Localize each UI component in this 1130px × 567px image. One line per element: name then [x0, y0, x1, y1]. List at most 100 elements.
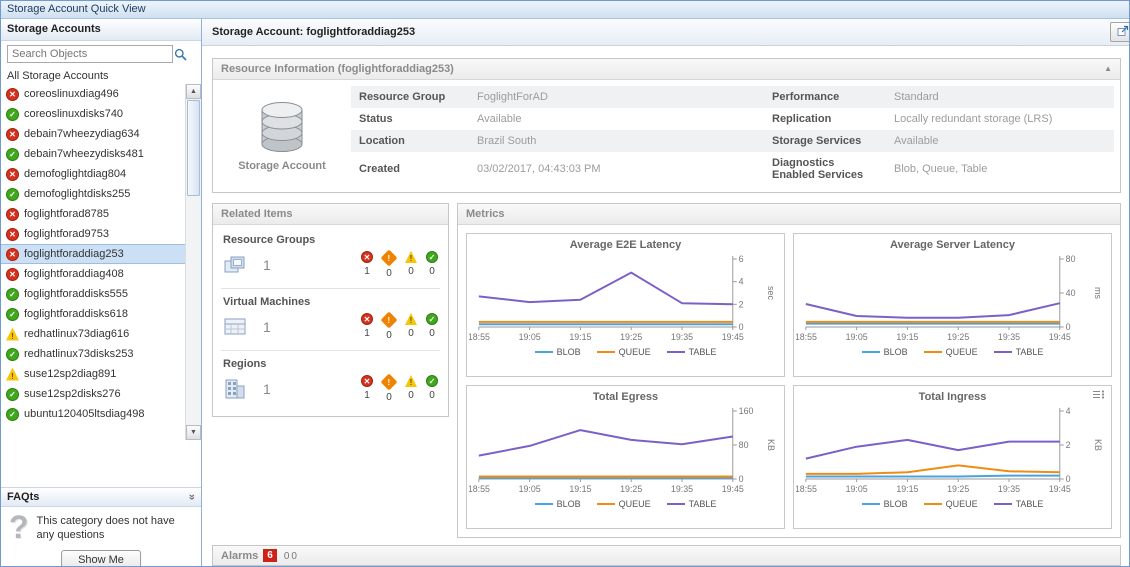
- status-count: 0: [386, 392, 392, 403]
- faqts-collapse-icon[interactable]: «: [185, 493, 198, 501]
- status-column-critical: ! 0: [380, 249, 398, 279]
- related-group-label: Virtual Machines: [223, 296, 311, 308]
- related-group-status-counts: ✕ 1! 0! 0 ✓ 0: [361, 311, 438, 341]
- field-label: Resource Group: [359, 91, 446, 103]
- scroll-up-arrow-icon[interactable]: ▲: [186, 84, 201, 99]
- status-column-error: ✕ 1: [361, 251, 373, 279]
- field-value: Available: [477, 113, 522, 125]
- legend-swatch: [596, 351, 615, 353]
- status-count: 1: [364, 390, 370, 401]
- legend-label: BLOB: [883, 347, 908, 357]
- scroll-thumb[interactable]: [187, 100, 200, 196]
- chart-options-icon[interactable]: [1093, 390, 1105, 402]
- legend-swatch: [666, 503, 685, 505]
- legend-label: BLOB: [556, 347, 581, 357]
- related-group-count: 1: [263, 319, 271, 335]
- storage-account-icon: [257, 101, 307, 156]
- sidebar-item-demofoglightdisks255[interactable]: ✓ demofoglightdisks255: [1, 184, 185, 204]
- sidebar-scrollbar[interactable]: ▲ ▼: [185, 84, 201, 440]
- status-column-warning: ! 0: [405, 251, 417, 279]
- svg-text:160: 160: [739, 406, 754, 416]
- status-error-icon: ✕: [6, 87, 19, 101]
- status-count: 0: [429, 266, 435, 277]
- status-error-icon: ✕: [6, 227, 19, 241]
- status-warning-icon: !: [6, 327, 19, 341]
- status-column-critical: ! 0: [380, 311, 398, 341]
- svg-text:80: 80: [1066, 254, 1076, 264]
- window-titlebar: Storage Account Quick View: [1, 1, 1129, 19]
- sidebar-item-foglightforaddiag408[interactable]: ✕ foglightforaddiag408: [1, 264, 185, 284]
- related-group-resource-groups[interactable]: Resource Groups 1 ✕ 1! 0! 0 ✓ 0: [221, 227, 440, 289]
- sidebar-item-ubuntu120405ltsdiag498[interactable]: ✓ ubuntu120405ltsdiag498: [1, 404, 185, 424]
- svg-text:18:55: 18:55: [469, 484, 490, 494]
- sidebar-item-suse12sp2diag891[interactable]: ! suse12sp2diag891: [1, 364, 185, 384]
- svg-text:sec: sec: [766, 286, 776, 301]
- legend-table: TABLE: [993, 347, 1043, 357]
- svg-text:19:25: 19:25: [620, 332, 642, 342]
- svg-text:ms: ms: [1093, 287, 1103, 300]
- field-value: Brazil South: [477, 135, 537, 147]
- sidebar-item-coreoslinuxdiag496[interactable]: ✕ coreoslinuxdiag496: [1, 84, 185, 104]
- resource-info-row: Status Available Replication Locally redund…: [351, 108, 1114, 130]
- chart-title: Total Egress: [592, 391, 659, 403]
- window-title: Storage Account Quick View: [7, 3, 146, 15]
- related-group-virtual-machines[interactable]: Virtual Machines 1 ✕ 1! 0! 0 ✓ 0: [221, 289, 440, 351]
- related-group-regions[interactable]: Regions 1 ✕ 1! 0! 0 ✓ 0: [221, 351, 440, 412]
- legend-swatch: [923, 351, 942, 353]
- legend-label: TABLE: [1015, 499, 1044, 509]
- sidebar-item-label: redhatlinux73disks253: [24, 348, 134, 360]
- sidebar-item-demofoglightdiag804[interactable]: ✕ demofoglightdiag804: [1, 164, 185, 184]
- sidebar-item-foglightforad9753[interactable]: ✕ foglightforad9753: [1, 224, 185, 244]
- related-group-status-counts: ✕ 1! 0! 0 ✓ 0: [361, 373, 438, 403]
- sidebar-item-label: redhatlinux73diag616: [24, 328, 130, 340]
- search-icon[interactable]: [174, 48, 187, 64]
- legend-swatch: [666, 351, 685, 353]
- collapse-arrow-icon[interactable]: ▲: [1104, 64, 1112, 73]
- search-input[interactable]: [7, 45, 173, 63]
- sidebar-item-foglightforad8785[interactable]: ✕ foglightforad8785: [1, 204, 185, 224]
- related-items-title: Related Items: [221, 208, 293, 220]
- svg-text:19:45: 19:45: [1049, 332, 1071, 342]
- scroll-down-arrow-icon[interactable]: ▼: [186, 425, 201, 440]
- legend-queue: QUEUE: [596, 499, 651, 509]
- all-storage-accounts-label: All Storage Accounts: [7, 70, 109, 82]
- sidebar-item-coreoslinuxdisks740[interactable]: ✓ coreoslinuxdisks740: [1, 104, 185, 124]
- status-column-normal: ✓ 0: [426, 313, 438, 341]
- sidebar-item-foglightforaddisks618[interactable]: ✓ foglightforaddisks618: [1, 304, 185, 324]
- status-column-warning: ! 0: [405, 313, 417, 341]
- sidebar-item-foglightforaddiag253[interactable]: ✕ foglightforaddiag253: [1, 244, 185, 264]
- chart-total-egress: Total Egress 0 80 160 KB 18:55 19:05 19:15 19:25…: [466, 385, 785, 529]
- related-group-label: Resource Groups: [223, 234, 316, 246]
- chart-legend: BLOB QUEUE TABLE: [469, 499, 782, 509]
- layout: Storage Accounts All Storage Accounts ✕ c…: [1, 19, 1129, 566]
- sidebar-item-label: suse12sp2disks276: [24, 388, 121, 400]
- legend-table: TABLE: [666, 499, 716, 509]
- legend-blob: BLOB: [861, 499, 908, 509]
- chart-legend: BLOB QUEUE TABLE: [469, 347, 782, 357]
- legend-swatch: [861, 503, 880, 505]
- sidebar-item-foglightforaddisks555[interactable]: ✓ foglightforaddisks555: [1, 284, 185, 304]
- sidebar-item-redhatlinux73disks253[interactable]: ✓ redhatlinux73disks253: [1, 344, 185, 364]
- sidebar-item-debain7wheezydisks481[interactable]: ✓ debain7wheezydisks481: [1, 144, 185, 164]
- related-items-panel: Related Items Resource Groups 1 ✕ 1! 0! 0 ✓ 0 Vi…: [212, 203, 449, 417]
- show-me-button[interactable]: Show Me: [61, 550, 141, 566]
- faqts-header[interactable]: FAQts «: [1, 488, 201, 507]
- legend-label: QUEUE: [945, 499, 978, 509]
- legend-table: TABLE: [666, 347, 716, 357]
- explore-icon: [1117, 25, 1129, 40]
- sidebar-item-debain7wheezydiag634[interactable]: ✕ debain7wheezydiag634: [1, 124, 185, 144]
- status-column-warning: ! 0: [405, 375, 417, 403]
- sidebar-item-redhatlinux73diag616[interactable]: ! redhatlinux73diag616: [1, 324, 185, 344]
- legend-label: QUEUE: [945, 347, 978, 357]
- status-error-icon: ✕: [361, 313, 373, 325]
- svg-text:4: 4: [739, 277, 744, 287]
- status-warning-icon: !: [405, 313, 417, 325]
- sidebar-item-label: foglightforaddisks618: [24, 308, 128, 320]
- sidebar-item-label: ubuntu120405ltsdiag498: [24, 408, 145, 420]
- status-warning-icon: !: [405, 251, 417, 263]
- svg-text:19:25: 19:25: [947, 484, 969, 494]
- explore-button[interactable]: Exp: [1110, 22, 1129, 42]
- resource-information-panel: Resource Information (foglightforaddiag2…: [212, 58, 1121, 193]
- sidebar-item-suse12sp2disks276[interactable]: ✓ suse12sp2disks276: [1, 384, 185, 404]
